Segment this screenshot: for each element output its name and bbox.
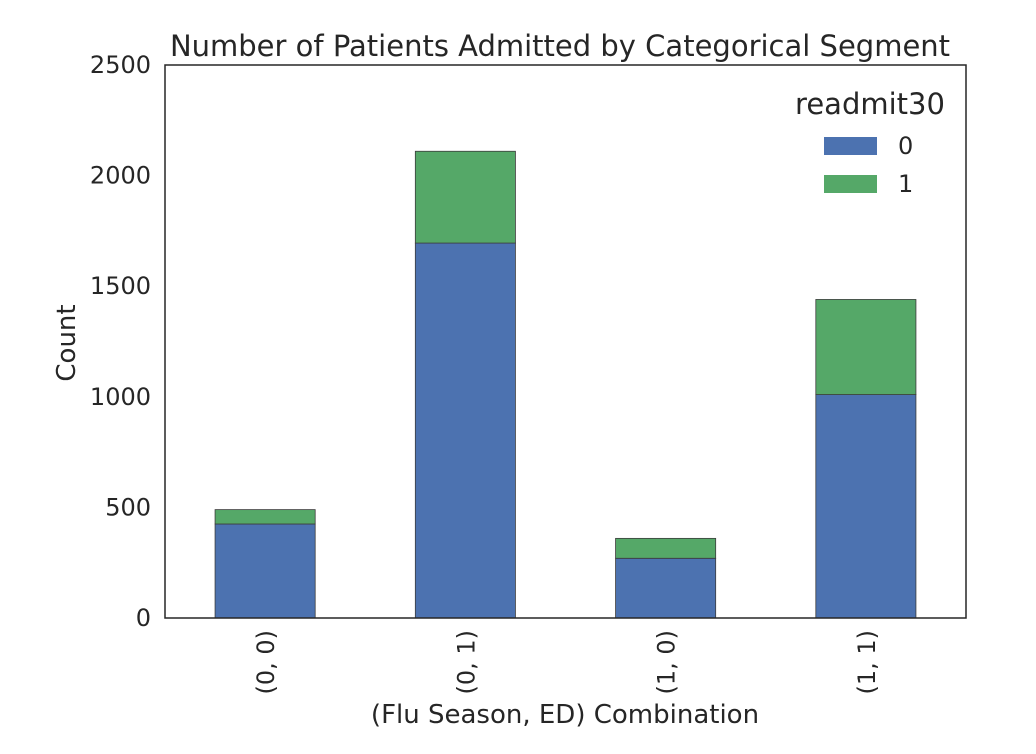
bar-2-series-1: [414, 150, 516, 244]
plot-frame: [164, 64, 967, 619]
x-tick-label: (1, 0): [653, 630, 681, 695]
bar-3-series-1: [615, 537, 717, 559]
legend-label-1: 1: [898, 170, 913, 198]
x-tick-label: (0, 0): [252, 630, 280, 695]
bar-1-series-1: [214, 509, 316, 525]
y-tick-label: 500: [105, 493, 151, 521]
bars-group: [214, 150, 917, 619]
legend-swatch-0: [824, 137, 877, 155]
y-tick-label: 0: [136, 604, 151, 632]
legend-label-0: 0: [898, 132, 913, 160]
bar-4-series-1: [815, 299, 917, 395]
chart-title: Number of Patients Admitted by Categoric…: [170, 29, 950, 63]
x-axis-ticks: (0, 0) (0, 1) (1, 0) (1, 1): [252, 630, 881, 695]
bar-3-series-0: [615, 557, 717, 619]
x-axis-label: (Flu Season, ED) Combination: [371, 700, 759, 730]
legend-swatch-1: [824, 175, 877, 193]
bar-4-series-0: [815, 394, 917, 619]
legend: readmit30 0 1: [795, 87, 945, 198]
x-tick-label: (0, 1): [452, 630, 480, 695]
y-tick-label: 1000: [90, 383, 151, 411]
y-tick-label: 2500: [90, 51, 151, 79]
x-tick-label: (1, 1): [853, 630, 881, 695]
y-axis-label: Count: [52, 304, 82, 381]
y-axis-ticks: 0 500 1000 1500 2000 2500: [90, 51, 151, 632]
bar-2-series-0: [414, 242, 516, 619]
y-tick-label: 1500: [90, 272, 151, 300]
y-tick-label: 2000: [90, 162, 151, 190]
bar-1-series-0: [214, 523, 316, 619]
legend-title: readmit30: [795, 87, 945, 121]
